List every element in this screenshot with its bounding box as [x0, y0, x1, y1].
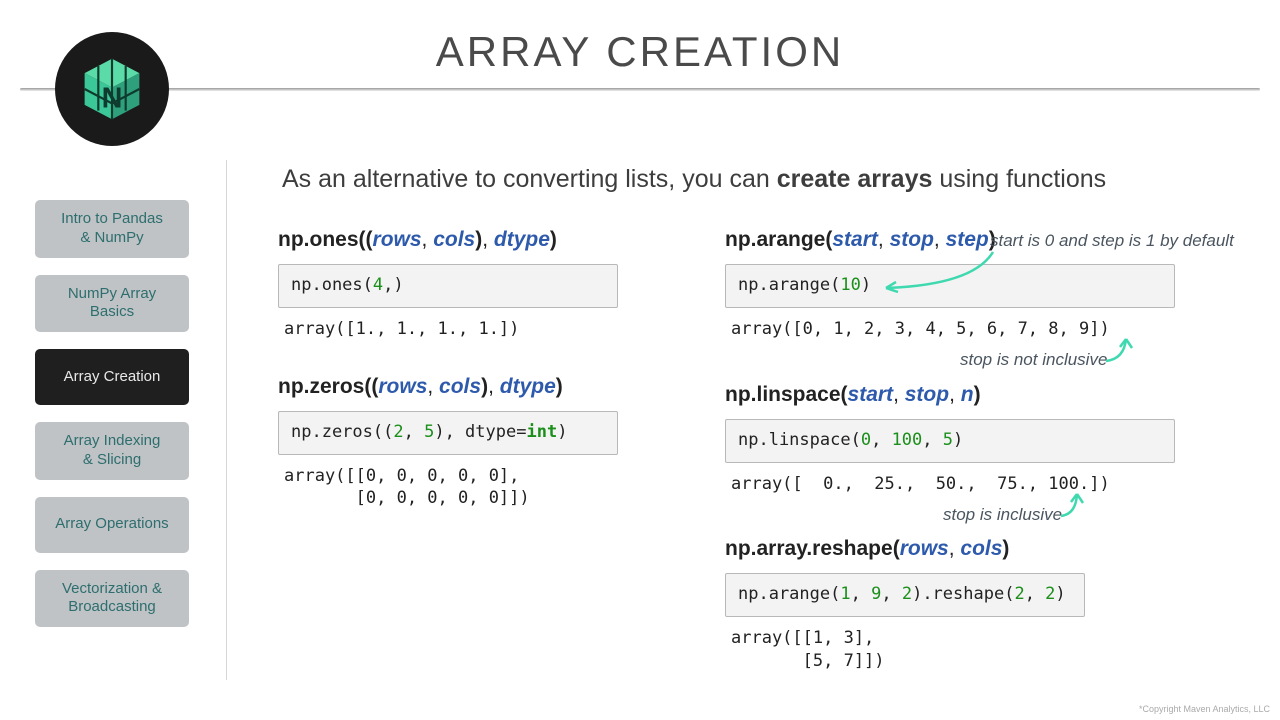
block-zeros: np.zeros((rows, cols), dtype) np.zeros((…	[278, 375, 618, 511]
annot-arange-bottom: stop is not inclusive	[960, 350, 1107, 370]
sig-ones: np.ones((rows, cols), dtype)	[278, 228, 618, 252]
sidebar-nav: Intro to Pandas & NumPy NumPy Array Basi…	[35, 200, 189, 627]
nav-indexing[interactable]: Array Indexing & Slicing	[35, 422, 189, 480]
intro-text: As an alternative to converting lists, y…	[282, 165, 1106, 194]
sig-zeros-func: np.zeros	[278, 375, 364, 398]
annot-arange-top: start is 0 and step is 1 by default	[990, 231, 1234, 251]
sig-zeros: np.zeros((rows, cols), dtype)	[278, 375, 618, 399]
sig-linspace-func: np.linspace	[725, 383, 841, 406]
cube-icon: N	[76, 53, 148, 125]
out-reshape: array([[1, 3], [5, 7]])	[725, 627, 1175, 673]
block-linspace: np.linspace(start, stop, n) np.linspace(…	[725, 383, 1175, 496]
nav-operations[interactable]: Array Operations	[35, 497, 189, 553]
sig-linspace: np.linspace(start, stop, n)	[725, 383, 1175, 407]
nav-array-creation[interactable]: Array Creation	[35, 349, 189, 405]
code-zeros: np.zeros((2, 5), dtype=int)	[278, 411, 618, 455]
out-arange: array([0, 1, 2, 3, 4, 5, 6, 7, 8, 9])	[725, 318, 1175, 341]
out-zeros: array([[0, 0, 0, 0, 0], [0, 0, 0, 0, 0]]…	[278, 465, 618, 511]
out-ones: array([1., 1., 1., 1.])	[278, 318, 618, 341]
block-ones: np.ones((rows, cols), dtype) np.ones(4,)…	[278, 228, 618, 341]
nav-intro[interactable]: Intro to Pandas & NumPy	[35, 200, 189, 258]
code-reshape: np.arange(1, 9, 2).reshape(2, 2)	[725, 573, 1085, 617]
intro-pre: As an alternative to converting lists, y…	[282, 165, 777, 193]
left-column: np.ones((rows, cols), dtype) np.ones(4,)…	[278, 228, 618, 536]
code-linspace: np.linspace(0, 100, 5)	[725, 419, 1175, 463]
page-title: ARRAY CREATION	[0, 28, 1280, 76]
nav-vectorization[interactable]: Vectorization & Broadcasting	[35, 570, 189, 628]
sig-arange-func: np.arange	[725, 228, 825, 251]
code-arange: np.arange(10)	[725, 264, 1175, 308]
sig-reshape-func: np.array.reshape	[725, 537, 893, 560]
svg-text:N: N	[102, 83, 123, 115]
copyright: *Copyright Maven Analytics, LLC	[1139, 704, 1270, 714]
code-ones: np.ones(4,)	[278, 264, 618, 308]
sig-ones-func: np.ones	[278, 228, 359, 251]
block-reshape: np.array.reshape(rows, cols) np.arange(1…	[725, 537, 1175, 673]
numpy-logo: N	[55, 32, 169, 146]
out-linspace: array([ 0., 25., 50., 75., 100.])	[725, 473, 1175, 496]
intro-bold: create arrays	[777, 165, 933, 193]
annot-linspace: stop is inclusive	[943, 505, 1062, 525]
intro-post: using functions	[932, 165, 1106, 193]
vertical-separator	[226, 160, 227, 680]
title-divider	[20, 88, 1260, 91]
sig-reshape: np.array.reshape(rows, cols)	[725, 537, 1175, 561]
right-column: np.arange(start, stop, step) np.arange(1…	[725, 228, 1175, 699]
nav-basics[interactable]: NumPy Array Basics	[35, 275, 189, 333]
